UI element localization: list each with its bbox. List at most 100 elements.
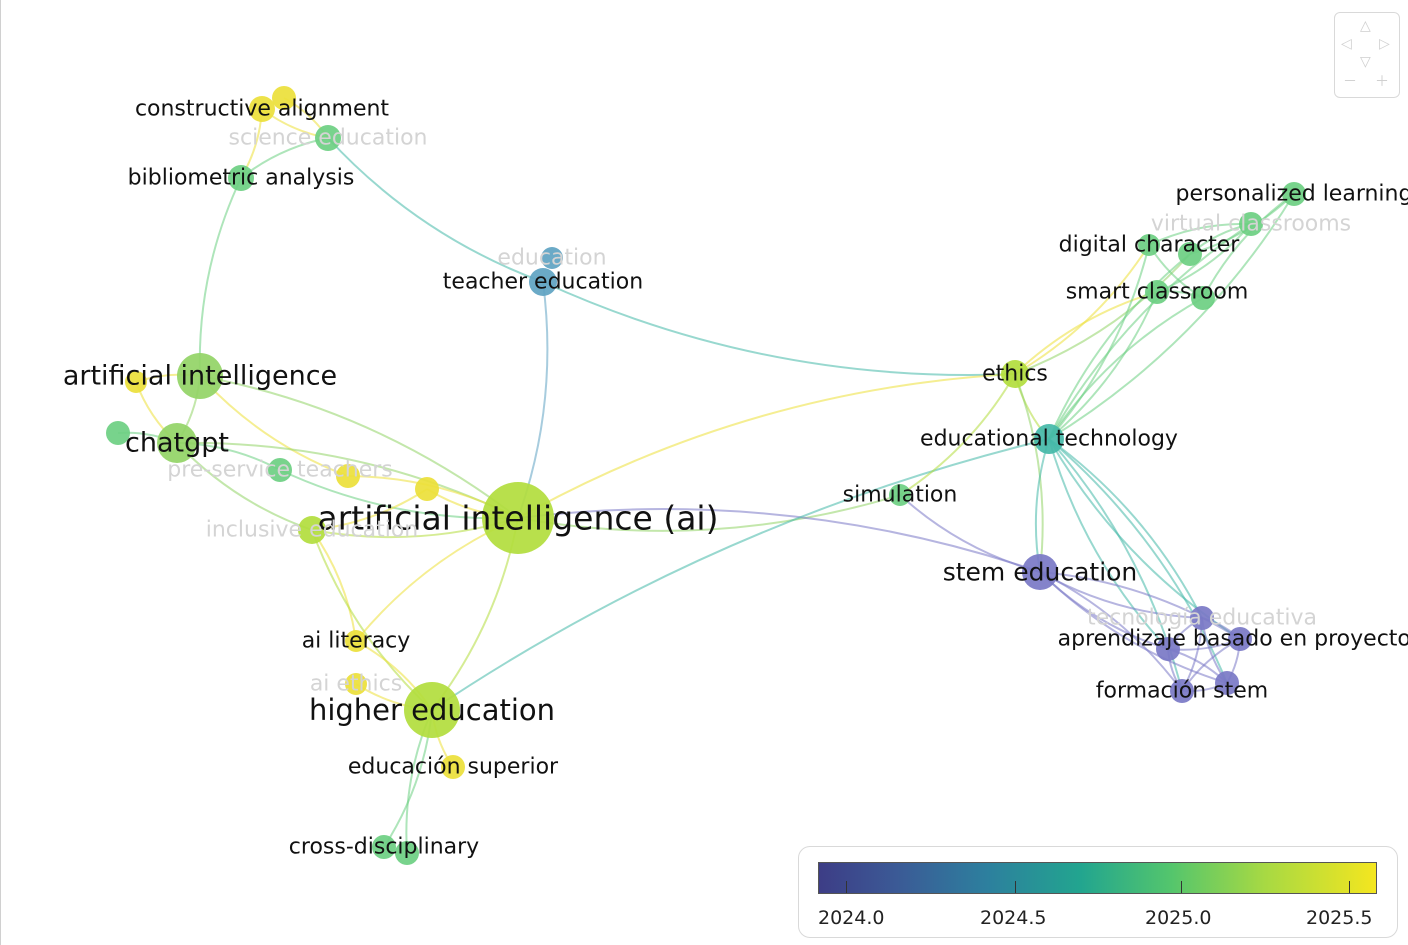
node-ailit[interactable] bbox=[345, 630, 367, 652]
edge-stem-fstem bbox=[1039, 571, 1183, 692]
node-label-ethics: ethics bbox=[982, 362, 1048, 387]
node-science[interactable] bbox=[315, 125, 341, 151]
node-label-constructive: constructive alignment bbox=[135, 97, 389, 122]
node-stem[interactable] bbox=[1022, 554, 1058, 590]
node-label-tecno: tecnología educativa bbox=[1087, 606, 1317, 631]
node-label-virtual: virtual classrooms bbox=[1151, 212, 1351, 237]
edge-edtech-digchar bbox=[1048, 244, 1150, 440]
node-label-edtech: educational technology bbox=[920, 427, 1178, 452]
node-label-chatgpt: chatgpt bbox=[125, 428, 229, 459]
edge-edtech-virtual bbox=[1048, 223, 1252, 440]
node-edsup[interactable] bbox=[441, 755, 465, 779]
legend-tick-label: 2024.5 bbox=[980, 907, 1047, 929]
color-legend: 2024.0 2024.5 2025.0 2025.5 bbox=[798, 846, 1398, 938]
pan-left-icon[interactable]: ◁ bbox=[1341, 36, 1352, 52]
edge-stem-p5 bbox=[1039, 571, 1228, 684]
node-label-teacher: teacher education bbox=[443, 270, 643, 295]
edge-ethics-digchar bbox=[1014, 244, 1150, 375]
node-p5[interactable] bbox=[1215, 671, 1239, 695]
node-crossd2[interactable] bbox=[395, 841, 419, 865]
node-y1[interactable] bbox=[336, 464, 360, 488]
edge-ethics-simulation bbox=[899, 373, 1016, 496]
node-label-science: science education bbox=[229, 126, 428, 151]
legend-tick-label: 2024.0 bbox=[818, 907, 885, 929]
node-inclusive[interactable] bbox=[298, 516, 326, 544]
node-digchar[interactable] bbox=[1138, 234, 1160, 256]
node-ai_paren[interactable] bbox=[482, 482, 554, 554]
node-crossd[interactable] bbox=[372, 835, 396, 859]
edge-teacher-ethics bbox=[542, 281, 1016, 376]
pan-right-icon[interactable]: ▷ bbox=[1379, 36, 1390, 52]
node-label-preservice: pre-service teachers bbox=[167, 458, 393, 483]
node-chatgpt[interactable] bbox=[157, 423, 197, 463]
edge-edtech-smart bbox=[1048, 291, 1158, 440]
node-label-ai_paren: artificial intelligence (ai) bbox=[318, 499, 719, 538]
node-p3[interactable] bbox=[1156, 637, 1180, 661]
node-y_ai_small[interactable] bbox=[125, 371, 147, 393]
edge-higher-edtech bbox=[431, 438, 1050, 711]
navigation-control[interactable]: △ ◁ ▷ ▽ － ＋ bbox=[1334, 12, 1400, 98]
node-abp[interactable] bbox=[1228, 627, 1252, 651]
node-label-edsup: educación superior bbox=[348, 755, 559, 780]
edge-stem-abp bbox=[1039, 571, 1241, 640]
node-teacher[interactable] bbox=[529, 268, 557, 296]
edge-edtech-p3 bbox=[1048, 438, 1169, 650]
node-label-biblio: bibliometric analysis bbox=[128, 166, 355, 191]
node-higher[interactable] bbox=[404, 682, 460, 738]
node-virtual[interactable] bbox=[1239, 212, 1263, 236]
node-dig2[interactable] bbox=[1178, 242, 1202, 266]
node-tecno[interactable] bbox=[1190, 606, 1214, 630]
node-constructive2[interactable] bbox=[272, 86, 296, 110]
nodes-layer bbox=[106, 86, 1306, 865]
edge-ai-ai_paren bbox=[199, 375, 519, 519]
node-simulation[interactable] bbox=[889, 484, 911, 506]
edge-science-teacher bbox=[327, 137, 544, 283]
edge-smart-virtual bbox=[1156, 223, 1252, 293]
pan-down-icon[interactable]: ▽ bbox=[1360, 54, 1371, 70]
node-personal[interactable] bbox=[1282, 182, 1306, 206]
node-label-education: education bbox=[497, 246, 606, 271]
legend-tick bbox=[846, 881, 847, 893]
edge-edtech-smart2 bbox=[1048, 297, 1204, 440]
zoom-in-icon[interactable]: ＋ bbox=[1375, 74, 1389, 90]
node-label-aiethics: ai ethics bbox=[310, 672, 402, 697]
node-ai[interactable] bbox=[177, 353, 223, 399]
node-y2[interactable] bbox=[415, 477, 439, 501]
node-aiethics[interactable] bbox=[345, 673, 367, 695]
pan-up-icon[interactable]: △ bbox=[1360, 18, 1371, 34]
edge-ai_paren-simulation bbox=[517, 494, 901, 532]
node-label-stem: stem education bbox=[943, 558, 1138, 587]
node-biblio[interactable] bbox=[228, 165, 254, 191]
edge-edtech-tecno bbox=[1048, 438, 1203, 619]
node-label-simulation: simulation bbox=[843, 483, 958, 508]
left-border bbox=[0, 0, 1, 945]
zoom-out-icon[interactable]: － bbox=[1343, 74, 1357, 90]
node-label-fstem: formación stem bbox=[1096, 679, 1268, 704]
edge-ai_paren-ethics bbox=[517, 373, 1016, 519]
edge-ethics-stem bbox=[1014, 373, 1044, 573]
node-preservice[interactable] bbox=[268, 458, 292, 482]
edge-biblio-ai bbox=[198, 177, 242, 377]
edge-simulation-stem bbox=[899, 494, 1041, 573]
edge-ai_paren-stem bbox=[517, 508, 1041, 573]
node-g_small[interactable] bbox=[106, 421, 130, 445]
legend-tick-label: 2025.5 bbox=[1306, 907, 1373, 929]
node-label-inclusive: inclusive education bbox=[206, 518, 419, 543]
node-fstem[interactable] bbox=[1170, 679, 1194, 703]
node-smart[interactable] bbox=[1145, 280, 1169, 304]
edge-ethics-smart bbox=[1014, 291, 1158, 375]
node-label-higher: higher education bbox=[309, 693, 555, 727]
edge-smart2-personal bbox=[1202, 193, 1295, 299]
node-edtech[interactable] bbox=[1034, 424, 1064, 454]
node-ethics[interactable] bbox=[1001, 360, 1029, 388]
node-label-smart: smart classroom bbox=[1066, 280, 1249, 305]
node-label-ailit: ai literacy bbox=[302, 629, 411, 654]
edge-edtech-dig2 bbox=[1048, 253, 1191, 440]
legend-tick bbox=[1181, 881, 1182, 893]
node-smart2[interactable] bbox=[1191, 286, 1215, 310]
node-label-ai: artificial intelligence bbox=[63, 361, 337, 392]
legend-tick bbox=[1015, 881, 1016, 893]
node-education[interactable] bbox=[541, 247, 563, 269]
node-constructive[interactable] bbox=[249, 96, 275, 122]
